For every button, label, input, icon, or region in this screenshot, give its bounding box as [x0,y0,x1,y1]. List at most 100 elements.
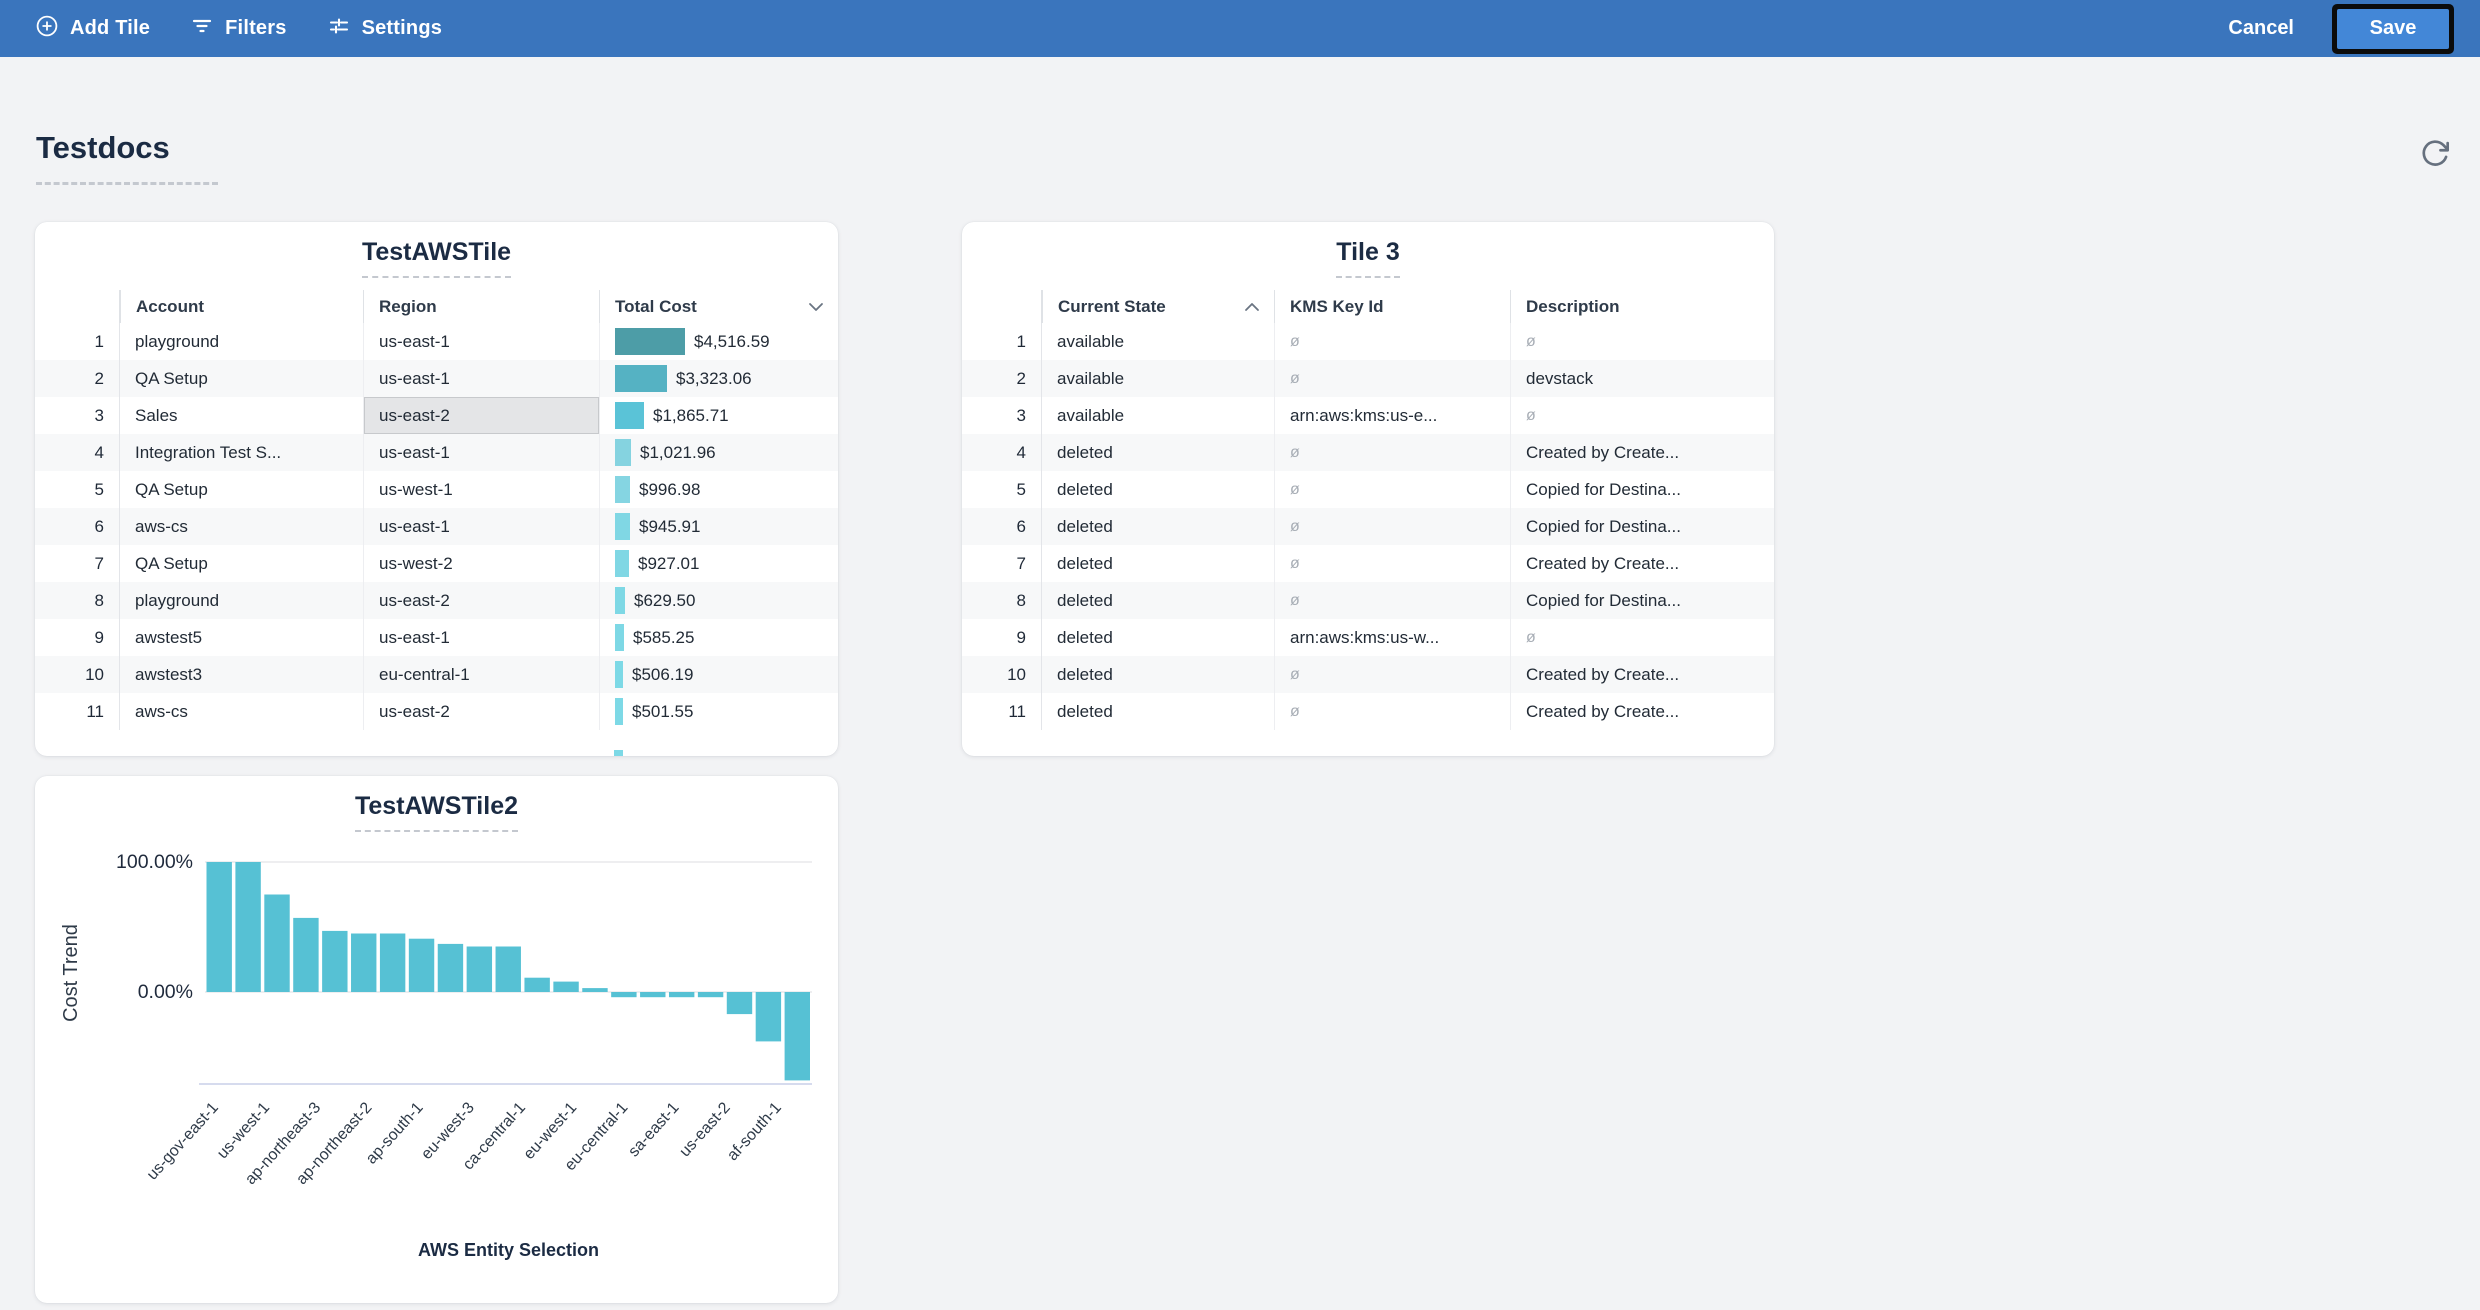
cell-kms-null[interactable]: ø [1274,471,1510,508]
cell-description[interactable]: Created by Create... [1510,434,1774,471]
settings-button[interactable]: Settings [327,14,443,44]
cell-cost[interactable]: $1,865.71 [599,397,838,434]
cell-region[interactable]: us-east-1 [363,434,599,471]
tile3-title[interactable]: TestAWSTile2 [354,792,518,832]
cell-account[interactable]: playground [135,590,220,610]
cell-kms-null[interactable]: ø [1274,434,1510,471]
cell-description[interactable]: Copied for Destina... [1510,508,1774,545]
cell-kms-null[interactable]: ø [1274,360,1510,397]
save-button[interactable]: Save [2337,8,2449,49]
cell-description[interactable]: Copied for Destina... [1510,471,1774,508]
toolbar-left-group: Add Tile Filters Settings [35,14,442,44]
cell-kms-null[interactable]: ø [1274,693,1510,730]
cell-state[interactable]: deleted [1057,664,1113,684]
cell-state[interactable]: deleted [1057,553,1113,573]
row-number: 11 [35,693,120,730]
cancel-button[interactable]: Cancel [2228,17,2294,39]
cell-account[interactable]: awstest3 [135,664,203,684]
row-number: 2 [962,360,1042,397]
cell-cost[interactable]: $927.01 [599,545,838,582]
page-title[interactable]: Testdocs [36,130,170,165]
refresh-icon[interactable] [2418,138,2452,172]
row-number: 8 [35,582,120,619]
y-tick-label: 100.00% [116,851,193,873]
cell-cost[interactable]: $506.19 [599,656,838,693]
cell-description[interactable]: Copied for Destina... [1510,582,1774,619]
y-axis-label: Cost Trend [60,924,82,1022]
cell-description[interactable]: Created by Create... [1510,545,1774,582]
filters-label: Filters [225,17,287,39]
add-tile-button[interactable]: Add Tile [35,14,150,44]
cell-cost[interactable]: $501.55 [599,693,838,730]
cell-region[interactable]: us-east-2 [363,397,599,434]
row-number: 8 [962,582,1042,619]
table-row: 10 deleted ø Created by Create... [962,656,1774,693]
cell-state[interactable]: deleted [1057,442,1113,462]
cell-region[interactable]: us-west-2 [363,545,599,582]
cell-kms-null[interactable]: ø [1274,508,1510,545]
cell-description-null[interactable]: ø [1510,619,1774,656]
chart-bar [379,933,406,992]
cell-account[interactable]: QA Setup [135,368,208,388]
cell-kms[interactable]: arn:aws:kms:us-e... [1274,397,1510,434]
cell-kms-null[interactable]: ø [1274,323,1510,360]
cost-bar [615,402,644,429]
cell-cost[interactable]: $996.98 [599,471,838,508]
cell-state[interactable]: deleted [1057,516,1113,536]
cell-kms[interactable]: arn:aws:kms:us-w... [1274,619,1510,656]
cell-state[interactable]: deleted [1057,627,1113,647]
tile1-title[interactable]: TestAWSTile [361,238,512,278]
column-header-description[interactable]: Description [1510,290,1774,323]
cell-cost[interactable]: $3,323.06 [599,360,838,397]
cell-region[interactable]: us-east-2 [363,693,599,730]
table-row: 2 available ø devstack [962,360,1774,397]
cell-account[interactable]: QA Setup [135,553,208,573]
cell-region[interactable]: us-east-1 [363,360,599,397]
chart-bar [582,988,608,992]
cell-description-null[interactable]: ø [1510,323,1774,360]
column-header-state[interactable]: Current State [1042,290,1274,323]
column-header-account[interactable]: Account [120,290,363,323]
cell-account[interactable]: aws-cs [135,701,188,721]
cell-account[interactable]: aws-cs [135,516,188,536]
cell-description[interactable]: Created by Create... [1510,656,1774,693]
cell-account[interactable]: QA Setup [135,479,208,499]
cell-kms-null[interactable]: ø [1274,656,1510,693]
cell-state[interactable]: deleted [1057,701,1113,721]
cell-region[interactable]: us-east-1 [363,508,599,545]
cell-description[interactable]: Created by Create... [1510,693,1774,730]
cell-cost[interactable]: $4,516.59 [599,323,838,360]
cell-description-null[interactable]: ø [1510,397,1774,434]
column-header-region[interactable]: Region [363,290,599,323]
cell-state[interactable]: deleted [1057,479,1113,499]
filters-button[interactable]: Filters [190,14,286,44]
chart-bar [784,992,810,1081]
cell-region[interactable]: us-east-2 [363,582,599,619]
cell-region[interactable]: eu-central-1 [363,656,599,693]
cell-kms-null[interactable]: ø [1274,582,1510,619]
cell-account[interactable]: playground [135,331,220,351]
cell-region[interactable]: us-east-1 [363,323,599,360]
column-header-cost[interactable]: Total Cost [599,290,838,323]
cell-account[interactable]: Sales [135,405,178,425]
cell-kms-null[interactable]: ø [1274,545,1510,582]
cell-account[interactable]: awstest5 [135,627,203,647]
cell-region[interactable]: us-west-1 [363,471,599,508]
cell-cost[interactable]: $1,021.96 [599,434,838,471]
x-tick-label: af-south-1 [724,1099,785,1164]
column-header-kms[interactable]: KMS Key Id [1274,290,1510,323]
cell-region[interactable]: us-east-1 [363,619,599,656]
chart-bar [697,992,724,998]
cell-cost[interactable]: $945.91 [599,508,838,545]
cell-cost[interactable]: $629.50 [599,582,838,619]
cell-state[interactable]: deleted [1057,590,1113,610]
cell-state[interactable]: available [1057,368,1125,388]
cell-cost[interactable]: $585.25 [599,619,838,656]
cell-state[interactable]: available [1057,405,1125,425]
cell-account[interactable]: Integration Test S... [135,442,282,462]
tile2-title[interactable]: Tile 3 [1336,238,1400,278]
settings-label: Settings [361,17,443,39]
cell-description[interactable]: devstack [1510,360,1774,397]
cost-bar [615,439,631,466]
cell-state[interactable]: available [1057,331,1125,351]
